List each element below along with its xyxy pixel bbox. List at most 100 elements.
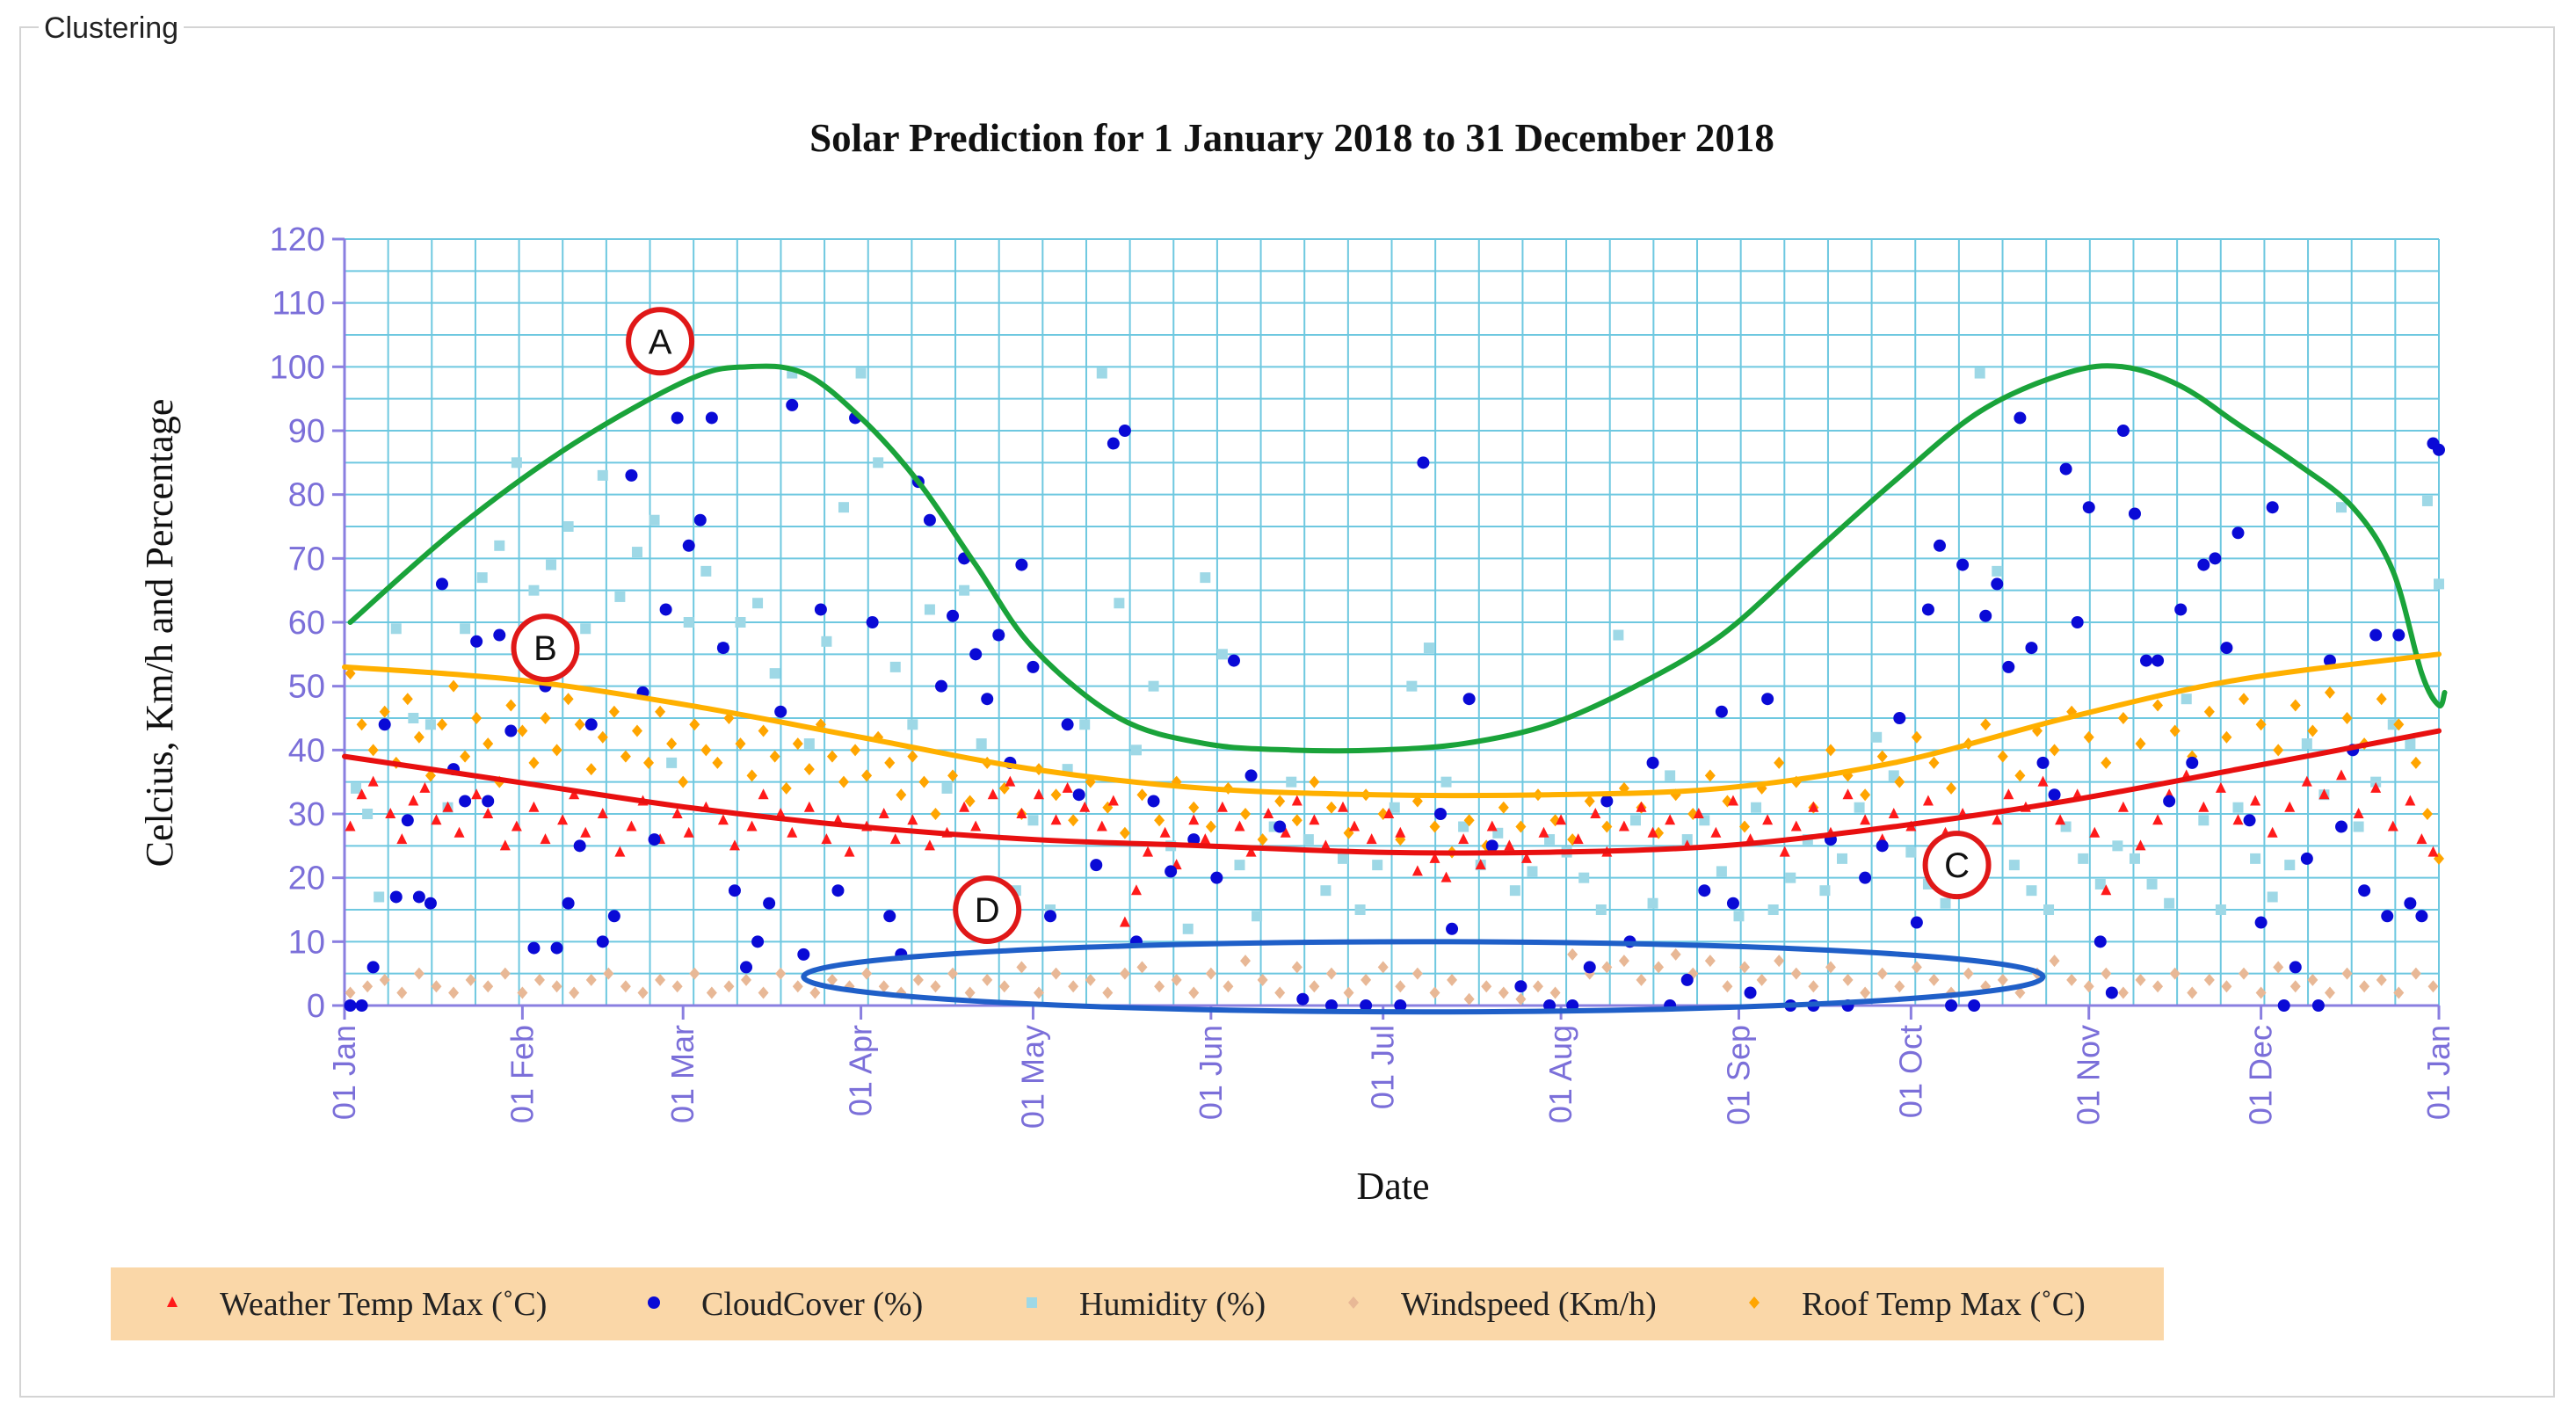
legend-windspeed-marker <box>1348 1296 1359 1309</box>
cloudcover-point <box>584 718 598 731</box>
y-tick-label: 30 <box>288 796 325 833</box>
weather-temp-point <box>1590 808 1601 818</box>
cloudcover-point <box>1744 986 1757 999</box>
cloudcover-point <box>1417 456 1430 469</box>
windspeed-point <box>1756 973 1767 986</box>
roof-temp-point <box>2289 699 2301 712</box>
legend-humidity-marker <box>1027 1297 1037 1308</box>
cloudcover-point <box>2369 628 2383 642</box>
roof-temp-point <box>1876 750 1888 763</box>
humidity-point <box>2434 578 2444 590</box>
weather-temp-point <box>2003 788 2014 800</box>
roof-temp-point <box>1274 795 1286 808</box>
roof-temp-point <box>1704 769 1716 782</box>
roof-temp-point <box>2169 724 2181 737</box>
humidity-point <box>1389 802 1400 813</box>
roof-temp-point <box>1911 730 1922 744</box>
humidity-point <box>1733 911 1745 922</box>
windspeed-point <box>1429 986 1440 999</box>
windspeed-point <box>2289 980 2301 993</box>
weather-temp-point <box>1762 814 1774 825</box>
windspeed-point <box>775 967 787 980</box>
y-tick-label: 70 <box>288 541 325 577</box>
cloudcover-point <box>493 628 506 642</box>
cloudcover-point <box>470 635 483 648</box>
windspeed-point <box>1860 986 1871 999</box>
legend-cloudcover-marker <box>648 1296 660 1309</box>
cloudcover-point <box>2025 642 2038 655</box>
humidity-point <box>424 719 436 730</box>
humidity-point <box>1905 846 1917 858</box>
windspeed-point <box>861 967 873 980</box>
weather-temp-point <box>1188 814 1200 825</box>
weather-temp-point <box>540 833 551 845</box>
x-tick-label: 01 Aug <box>1542 1025 1578 1123</box>
humidity-point <box>752 598 764 609</box>
cloudcover-point <box>814 603 827 616</box>
weather-temp-point <box>454 826 465 838</box>
roof-temp-point <box>2049 744 2060 757</box>
roof-temp-point <box>1774 756 1785 769</box>
roof-temp-point <box>2083 730 2094 744</box>
legend-humidity-label: Humidity (%) <box>1079 1286 1266 1323</box>
roof-temp-point <box>1429 820 1440 833</box>
weather-temp-point <box>1556 814 1567 825</box>
cloudcover-point <box>2433 443 2445 456</box>
roof-temp-point <box>803 763 815 776</box>
windspeed-point <box>1704 955 1716 968</box>
windspeed-point <box>689 967 700 980</box>
windspeed-point <box>499 967 511 980</box>
humidity-point <box>1372 860 1383 871</box>
windspeed-point <box>655 973 666 986</box>
y-tick-label: 90 <box>288 413 325 450</box>
windspeed-point <box>2273 961 2284 974</box>
humidity-point <box>1234 860 1245 871</box>
roof-temp-point <box>1257 833 1268 846</box>
humidity-point <box>1216 649 1228 660</box>
roof-temp-point <box>379 705 390 718</box>
cloudcover-point <box>1910 916 1923 929</box>
weather-temp-point <box>924 839 935 851</box>
chart-title: Solar Prediction for 1 January 2018 to 3… <box>809 116 1774 160</box>
humidity-point <box>408 713 419 723</box>
windspeed-point <box>1361 973 1372 986</box>
cloudcover-point <box>2358 884 2371 897</box>
roof-temp-point <box>643 756 655 769</box>
cloudcover-point <box>1680 973 1694 986</box>
cloudcover-point <box>1968 999 1981 1012</box>
cloudcover-point <box>786 398 799 411</box>
windspeed-point <box>1343 986 1354 999</box>
weather-temp-point <box>671 808 683 818</box>
weather-temp-point <box>2353 808 2364 818</box>
roof-temp-point <box>700 744 712 757</box>
cloudcover-point <box>355 999 368 1012</box>
cloudcover-point <box>728 884 741 897</box>
roof-temp-point <box>540 712 551 724</box>
weather-temp-point <box>878 808 889 818</box>
humidity-point <box>976 738 987 750</box>
cloudcover-point <box>2415 910 2428 923</box>
cloudcover-point <box>763 897 776 910</box>
roof-temp-point <box>1946 781 1957 795</box>
weather-temp-point <box>1200 833 1211 845</box>
weather-temp-point <box>683 826 694 838</box>
x-tick-label: 01 May <box>1014 1025 1050 1129</box>
windspeed-point <box>2169 967 2181 980</box>
legend-weather-temp-label: Weather Temp Max (˚C) <box>220 1286 547 1323</box>
windspeed-point <box>1515 992 1527 1006</box>
windspeed-point <box>1325 967 1337 980</box>
humidity-point <box>1837 853 1848 864</box>
weather-temp-point <box>1107 795 1119 806</box>
windspeed-point <box>671 980 683 993</box>
weather-temp-point <box>385 808 396 818</box>
annotation-label: C <box>1944 846 1970 885</box>
windspeed-point <box>2203 973 2215 986</box>
humidity-point <box>1767 904 1779 915</box>
weather-temp-point <box>1050 814 1062 825</box>
weather-temp-point <box>1504 839 1515 851</box>
roof-temp-point <box>1739 820 1751 833</box>
roof-temp-point <box>631 724 642 737</box>
cloudcover-point <box>1118 425 1131 437</box>
roof-temp-point <box>2117 712 2129 724</box>
weather-temp-point <box>1263 808 1274 818</box>
